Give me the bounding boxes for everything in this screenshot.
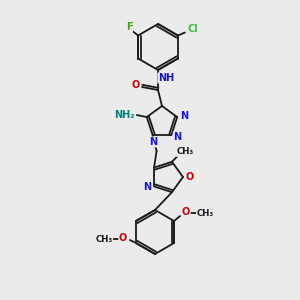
Text: N: N xyxy=(149,137,158,147)
Text: NH₂: NH₂ xyxy=(115,110,135,120)
Text: CH₃: CH₃ xyxy=(95,235,112,244)
Text: Cl: Cl xyxy=(188,25,198,34)
Text: F: F xyxy=(126,22,132,32)
Text: CH₃: CH₃ xyxy=(176,147,194,156)
Text: N: N xyxy=(180,111,188,121)
Text: O: O xyxy=(182,207,190,217)
Text: CH₃: CH₃ xyxy=(196,208,214,217)
Text: N: N xyxy=(143,182,151,192)
Text: O: O xyxy=(186,172,194,182)
Text: NH: NH xyxy=(158,73,174,83)
Text: N: N xyxy=(173,132,181,142)
Text: O: O xyxy=(132,80,140,90)
Text: O: O xyxy=(119,233,127,243)
